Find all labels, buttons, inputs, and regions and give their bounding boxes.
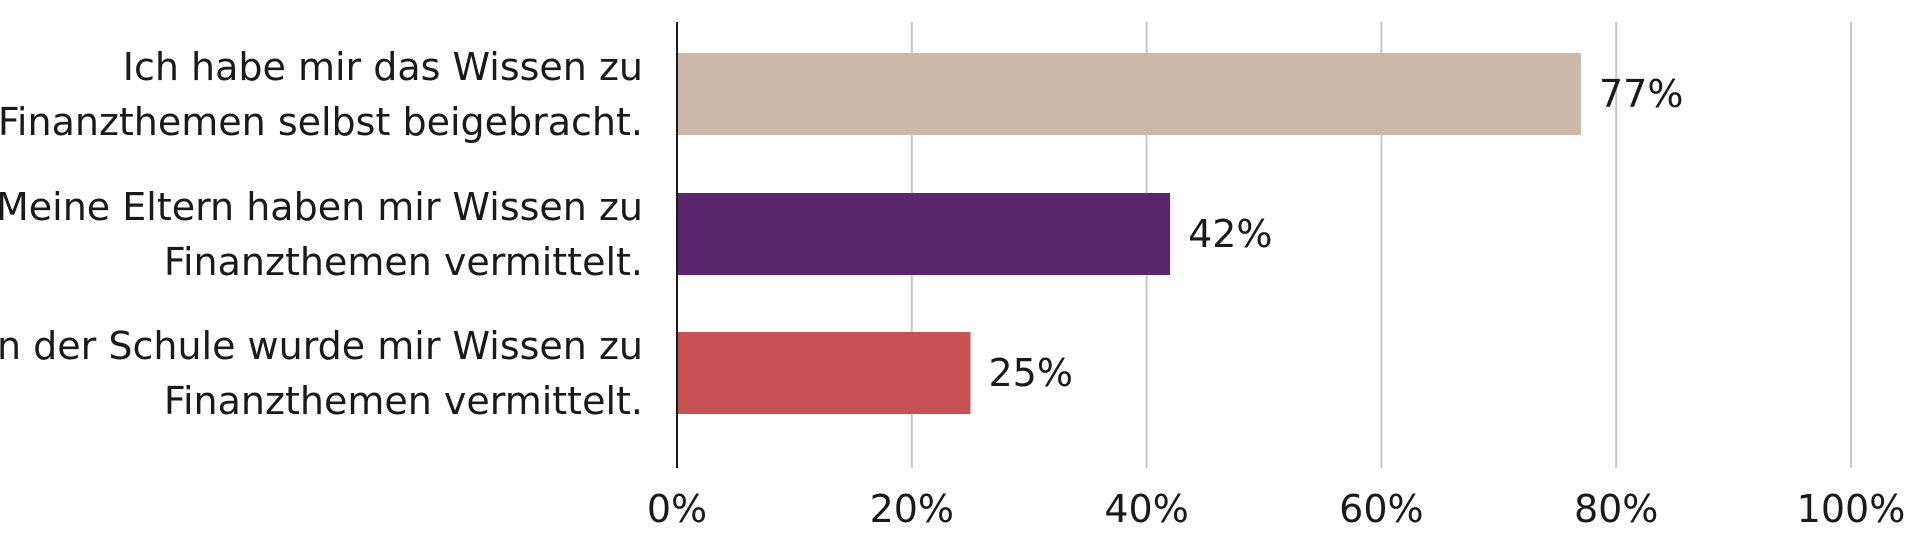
x-tick-label: 100% [1797,487,1906,531]
x-tick-label: 40% [1104,487,1188,531]
category-label: Finanzthemen vermittelt. [164,379,643,423]
category-label: Meine Eltern haben mir Wissen zu [0,185,643,229]
bar-2 [677,193,1171,275]
x-tick-label: 80% [1574,487,1658,531]
x-tick-label: 0% [647,487,707,531]
data-label: 77% [1599,72,1683,116]
labels: 0% 20% 40% 60% 80% 100% 77% Ich habe mir das Wi… [0,45,1905,531]
bar-1 [677,53,1581,135]
data-label: 25% [989,351,1073,395]
bar-3 [677,332,971,414]
bars [677,53,1581,414]
x-tick-label: 20% [870,487,954,531]
category-label: In der Schule wurde mir Wissen zu [0,324,643,368]
category-label: Finanzthemen selbst beigebracht. [0,100,643,144]
data-label: 42% [1188,212,1272,256]
category-label: Finanzthemen vermittelt. [164,240,643,284]
x-tick-label: 60% [1339,487,1423,531]
category-label: Ich habe mir das Wissen zu [123,45,643,89]
